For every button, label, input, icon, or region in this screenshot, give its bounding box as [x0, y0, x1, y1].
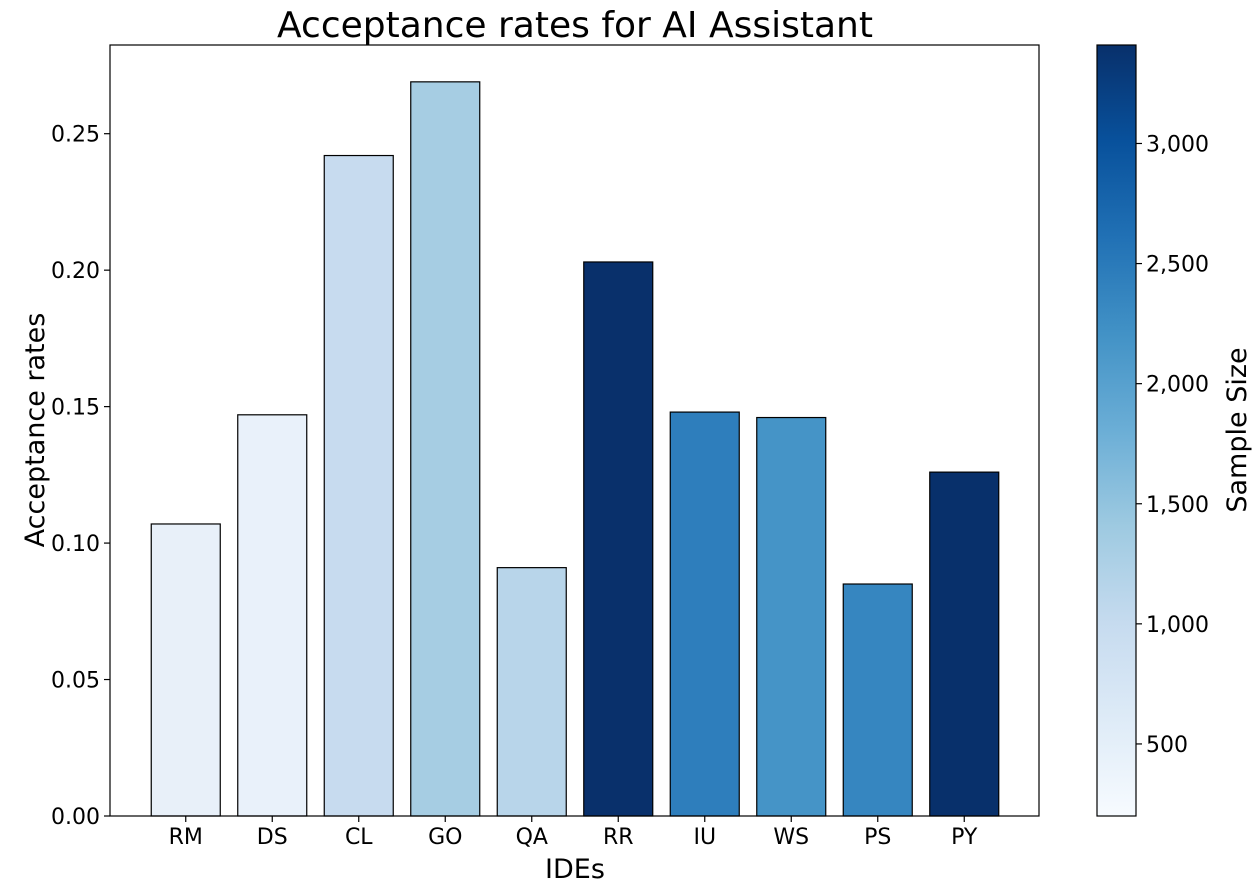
bar-rm [150, 523, 221, 817]
x-tick-label: GO [428, 825, 462, 850]
x-axis-ticks: RM DS CL GO QA RR IU WS PS PY [169, 816, 978, 850]
bar-qa [496, 567, 567, 817]
bar-iu [669, 411, 740, 817]
bar-py [929, 471, 1000, 817]
bar-cl [323, 154, 394, 817]
colorbar-tick-label: 2,500 [1146, 253, 1209, 278]
x-axis-label: IDEs [545, 854, 605, 885]
y-tick-label: 0.10 [51, 532, 100, 557]
bar-go [410, 81, 481, 817]
x-tick-label: QA [516, 825, 548, 850]
colorbar-ticks: 500 1,000 1,500 2,000 2,500 3,000 [1136, 132, 1209, 758]
x-tick-label: CL [345, 825, 373, 850]
x-tick-label: WS [773, 825, 809, 850]
colorbar-tick-label: 500 [1146, 733, 1188, 758]
colorbar-tick-label: 1,000 [1146, 613, 1209, 638]
bars-group [150, 81, 1000, 817]
colorbar-tick-label: 1,500 [1146, 493, 1209, 518]
y-tick-label: 0.15 [51, 396, 100, 421]
x-tick-label: RM [169, 825, 203, 850]
x-tick-label: DS [257, 825, 288, 850]
chart-title: Acceptance rates for AI Assistant [277, 5, 873, 46]
colorbar-label: Sample Size [1222, 347, 1253, 512]
colorbar-tick-label: 3,000 [1146, 132, 1209, 157]
bar-ds [237, 414, 308, 817]
x-tick-label: RR [603, 825, 634, 850]
bar-ps [842, 583, 913, 817]
colorbar [1096, 44, 1137, 817]
y-tick-label: 0.25 [51, 123, 100, 148]
y-axis-ticks: 0.00 0.05 0.10 0.15 0.20 0.25 [51, 123, 110, 830]
y-tick-label: 0.20 [51, 259, 100, 284]
y-axis-label: Acceptance rates [20, 313, 51, 548]
y-tick-label: 0.05 [51, 669, 100, 694]
bar-ws [756, 416, 827, 817]
x-tick-label: PY [951, 825, 978, 850]
colorbar-tick-label: 2,000 [1146, 373, 1209, 398]
x-tick-label: IU [693, 825, 716, 850]
plot-frame [109, 44, 1040, 817]
bar-rr [583, 261, 654, 817]
y-tick-label: 0.00 [51, 805, 100, 830]
x-tick-label: PS [864, 825, 891, 850]
